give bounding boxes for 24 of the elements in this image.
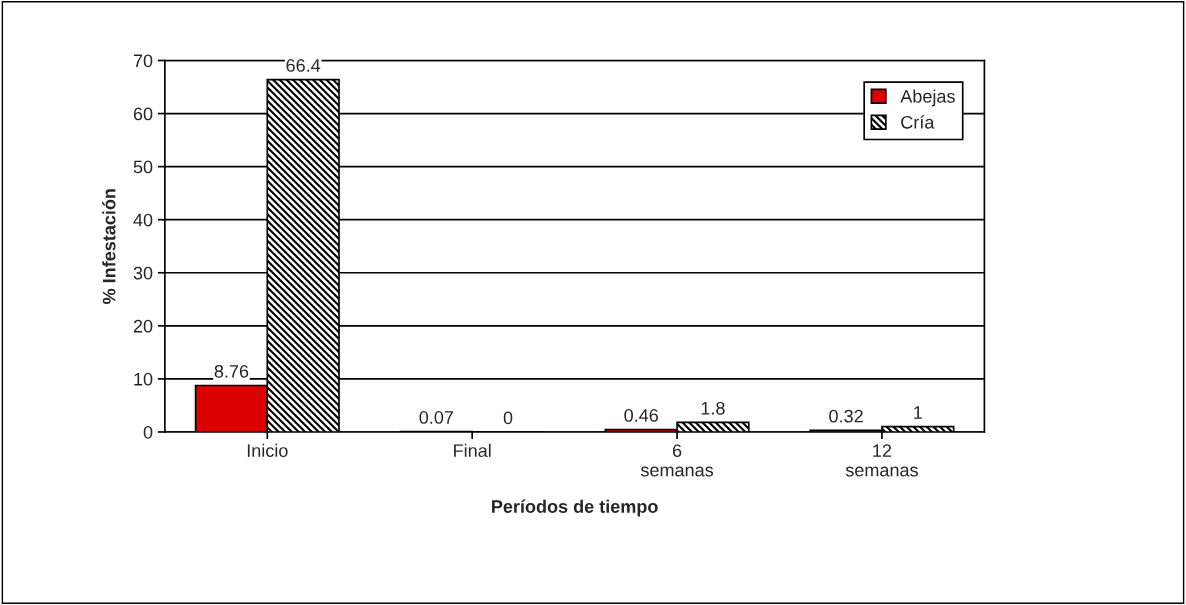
data-label: 0.46 xyxy=(624,409,658,422)
x-tick-label: 12 semanas xyxy=(845,444,918,477)
legend-label: Abejas xyxy=(900,89,955,107)
data-label: 8.76 xyxy=(214,364,249,378)
y-tick-label: 70 xyxy=(133,54,153,68)
y-tick-label: 10 xyxy=(134,372,153,386)
legend-label: Cría xyxy=(901,115,935,129)
y-tick-label: 60 xyxy=(133,107,153,121)
y-tick-label: 20 xyxy=(133,319,153,333)
x-tick-label: 6 semanas xyxy=(640,444,714,477)
data-label: 66.4 xyxy=(286,59,321,72)
y-tick-label: 30 xyxy=(133,266,153,280)
y-axis-title: % Infestación xyxy=(102,189,116,304)
x-tick-label: Inicio xyxy=(247,443,288,458)
data-label: 0.32 xyxy=(829,409,863,423)
data-label: 0.07 xyxy=(419,411,453,424)
x-tick-label: Final xyxy=(454,443,491,458)
y-tick-label: 0 xyxy=(143,425,153,439)
data-label: 1.8 xyxy=(701,401,725,415)
x-axis-title: Períodos de tiempo xyxy=(492,499,658,517)
data-label: 1 xyxy=(914,406,922,419)
data-label: 0 xyxy=(503,411,513,425)
y-tick-label: 50 xyxy=(133,160,153,174)
y-tick-label: 40 xyxy=(133,213,153,227)
